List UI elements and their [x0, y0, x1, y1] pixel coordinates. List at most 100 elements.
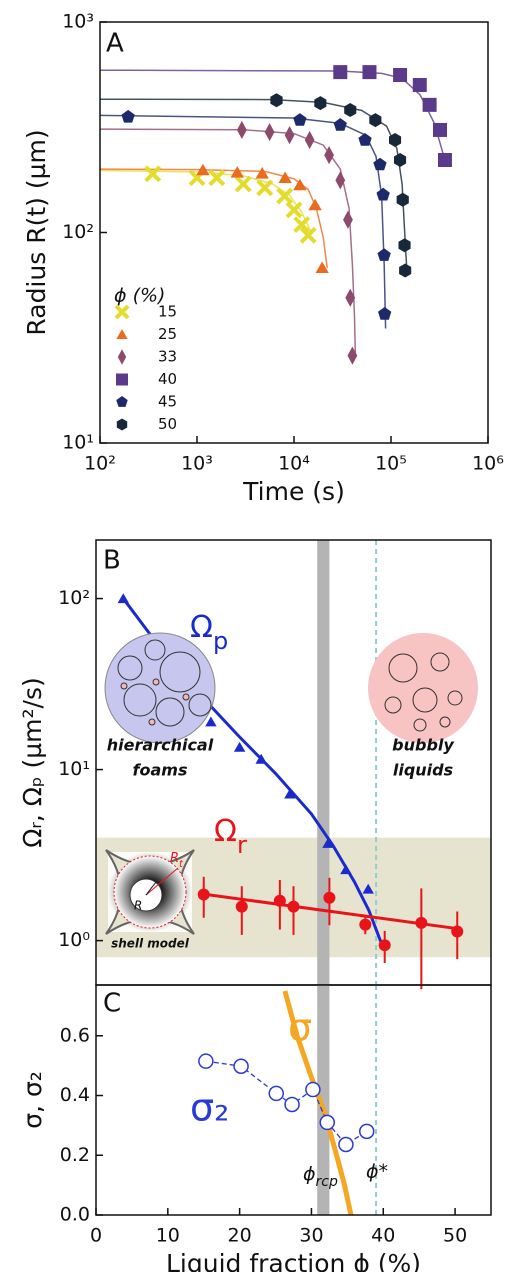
marker [432, 122, 447, 137]
foam-label: foams [133, 761, 188, 780]
y-axis-label: σ, σ₂ [18, 1071, 47, 1129]
x-tick-label: 50 [443, 1225, 467, 1247]
band [317, 985, 330, 1215]
marker [398, 238, 411, 253]
marker [314, 96, 327, 111]
marker [235, 900, 248, 913]
marker [233, 741, 246, 752]
symbol: Ω [190, 610, 213, 645]
marker [205, 716, 217, 727]
legend-label: 15 [158, 303, 177, 321]
y-tick-label: 10⁰ [58, 929, 90, 951]
marker [394, 153, 407, 167]
foam-illustration [104, 632, 216, 744]
marker [322, 838, 334, 848]
marker [255, 753, 267, 764]
x-tick-label: 20 [228, 1225, 252, 1247]
x-tick-label: 10⁵ [375, 453, 407, 475]
marker [343, 210, 353, 229]
x-axis-label: Time (s) [242, 477, 345, 506]
marker [196, 163, 210, 176]
marker [359, 918, 372, 931]
y-tick-label: 10¹ [58, 758, 90, 780]
x-axis-label: Liquid fraction ϕ (%) [166, 1249, 421, 1272]
series-line [100, 168, 328, 268]
symbol: ϕ [303, 1163, 316, 1185]
legend-label: 33 [158, 348, 177, 366]
subscript: t [179, 859, 184, 870]
y-tick-label: 0.4 [60, 1084, 90, 1106]
marker [389, 133, 402, 147]
marker [399, 263, 412, 278]
bubbly-illustration [368, 633, 478, 743]
marker [273, 894, 286, 907]
legend-label: 25 [158, 325, 177, 343]
marker [121, 109, 135, 123]
marker [344, 103, 357, 117]
marker [293, 216, 311, 234]
y-tick-label: 0.2 [60, 1144, 90, 1166]
marker [378, 307, 392, 320]
marker [278, 171, 292, 183]
marker [198, 1053, 214, 1069]
shell-illustration [105, 849, 195, 935]
legend-label: 45 [158, 393, 177, 411]
x-tick-label: 30 [299, 1225, 323, 1247]
marker [234, 175, 252, 193]
marker [305, 1081, 321, 1098]
panel-label: A [106, 29, 124, 59]
marker [338, 1136, 354, 1153]
legend-marker [116, 396, 128, 407]
marker [333, 118, 347, 131]
bubbly-label: liquids [393, 761, 453, 780]
marker [236, 120, 247, 140]
marker [293, 178, 307, 191]
legend-label: 40 [158, 370, 177, 388]
marker [284, 126, 295, 145]
marker [233, 1058, 249, 1074]
legend-marker [116, 373, 128, 386]
marker [333, 65, 348, 80]
marker [230, 166, 244, 178]
phi-rcp-label: ϕrcp [303, 1163, 338, 1191]
x-tick-label: 40 [371, 1225, 395, 1247]
foam-label: hierarchical [107, 736, 214, 755]
y-tick-label: 0.0 [60, 1204, 90, 1226]
x-tick-label: 10 [156, 1225, 180, 1247]
marker [340, 864, 352, 875]
subscript: rcp [316, 1174, 338, 1190]
marker [369, 113, 382, 128]
subscript: r [237, 831, 247, 859]
legend-marker [117, 349, 127, 365]
series-line [100, 69, 446, 161]
x-tick-label: 10⁶ [472, 453, 504, 475]
marker [412, 78, 427, 93]
marker [324, 146, 334, 165]
legend-title: ϕ (%) [114, 285, 165, 307]
y-tick-label: 10² [62, 221, 94, 243]
marker [359, 1123, 375, 1140]
marker [347, 346, 358, 365]
y-axis-label: Radius R(t) (µm) [22, 129, 51, 335]
phi-star-label: ϕ* [366, 1161, 388, 1183]
marker [393, 68, 408, 83]
marker [451, 925, 464, 938]
rt-label: Rt [170, 851, 184, 870]
sigma2-label: σ₂ [190, 1086, 229, 1130]
x-tick-label: 10² [84, 453, 116, 475]
series-line [100, 169, 312, 233]
y-axis-label: Ωᵣ, Ωₚ (µm²/s) [18, 677, 47, 847]
marker [304, 130, 315, 150]
marker [284, 788, 296, 799]
marker [284, 1096, 300, 1113]
marker [362, 883, 374, 894]
marker [256, 179, 274, 197]
marker [315, 261, 329, 273]
marker [285, 201, 303, 219]
x-tick-label: 10³ [181, 453, 213, 475]
legend-marker [116, 329, 128, 339]
marker [308, 198, 322, 211]
marker [117, 593, 129, 604]
marker [197, 888, 210, 901]
marker [345, 288, 356, 307]
